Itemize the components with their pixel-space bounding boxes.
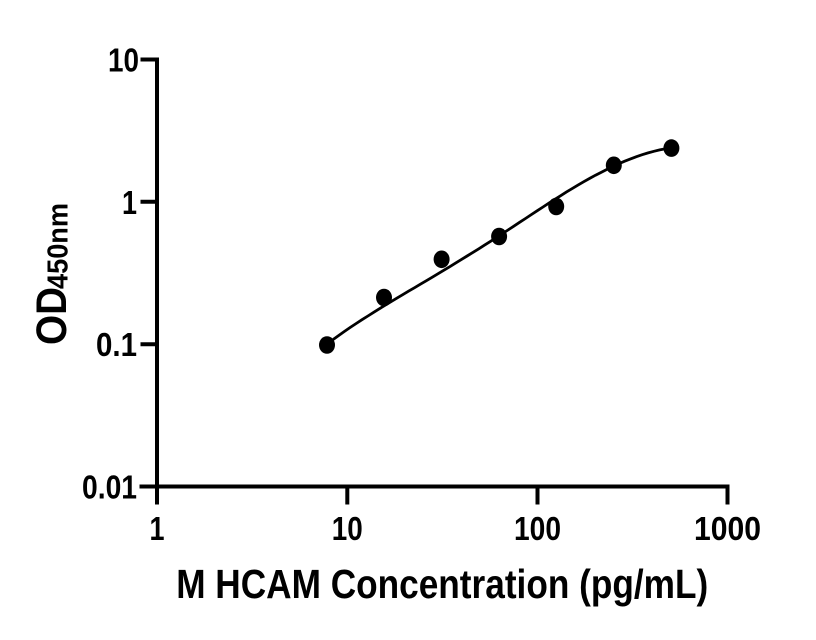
svg-text:100: 100 — [514, 510, 561, 547]
svg-text:10: 10 — [332, 510, 363, 547]
svg-text:OD: OD — [28, 287, 76, 345]
svg-text:10: 10 — [108, 42, 139, 79]
svg-text:0.1: 0.1 — [96, 326, 137, 363]
svg-text:1: 1 — [122, 184, 137, 221]
svg-text:0.01: 0.01 — [82, 469, 137, 506]
svg-text:1: 1 — [150, 510, 165, 547]
svg-text:450nm: 450nm — [43, 203, 75, 289]
svg-text:M HCAM Concentration (pg/mL): M HCAM Concentration (pg/mL) — [176, 561, 708, 607]
svg-text:1000: 1000 — [694, 510, 761, 547]
